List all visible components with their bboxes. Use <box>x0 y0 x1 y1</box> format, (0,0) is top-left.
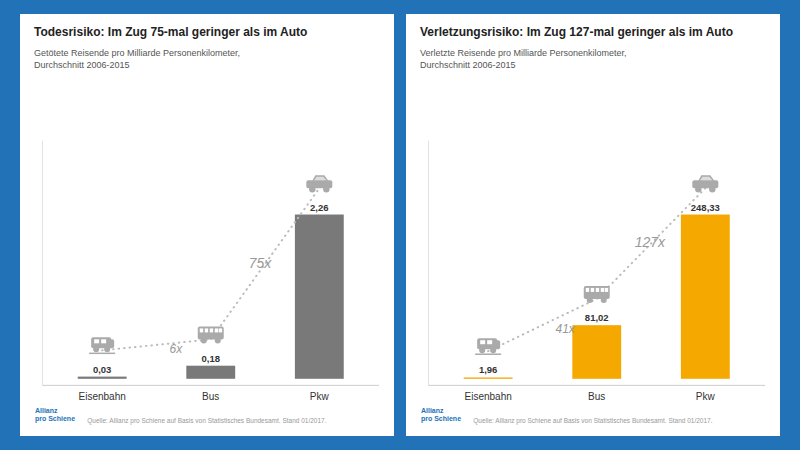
subtitle: Verletzte Reisende pro Milliarde Persone… <box>420 48 627 70</box>
x-axis-line <box>42 385 379 386</box>
icon-window <box>586 288 589 292</box>
icon-window <box>314 177 326 181</box>
x-axis-line <box>428 385 765 386</box>
panel: Todesrisiko: Im Zug 75-mal geringer als … <box>20 14 394 436</box>
icon-wheel <box>215 337 221 343</box>
icon-wheel <box>104 346 110 352</box>
vehicle-icon <box>584 286 610 303</box>
data-label: 2,26 <box>310 202 329 213</box>
connector-line <box>488 188 705 351</box>
icon-wheel <box>709 186 715 192</box>
category-label: Pkw <box>310 391 330 402</box>
subtitle: Getötete Reisende pro Milliarde Personen… <box>34 48 240 70</box>
icon-window <box>210 328 213 332</box>
title: Todesrisiko: Im Zug 75-mal geringer als … <box>34 25 307 39</box>
bars <box>78 215 344 379</box>
icon-window <box>700 177 712 181</box>
icon-window <box>596 288 599 292</box>
data-label: 248,33 <box>691 202 720 213</box>
connector-line <box>102 188 319 350</box>
bar <box>186 366 235 379</box>
ratio-annotation: 127x <box>635 234 666 250</box>
data-label: 1,96 <box>479 364 498 375</box>
text-line: Allianz <box>35 407 58 414</box>
category-label: Bus <box>588 391 605 402</box>
data-label: 0,18 <box>201 353 220 364</box>
icon-wheel <box>309 186 315 192</box>
icon-wheel <box>479 347 485 353</box>
panel-background <box>20 14 394 436</box>
data-label: 0,03 <box>93 364 112 375</box>
source: Quelle: Allianz pro Schiene auf Basis vo… <box>473 417 712 425</box>
bar <box>464 377 513 378</box>
category-label: Eisenbahn <box>79 391 126 402</box>
icon-body <box>584 286 610 299</box>
icon-window <box>487 340 492 344</box>
bar <box>681 215 730 379</box>
logo: Allianzpro Schiene <box>421 407 461 424</box>
bar <box>78 377 127 379</box>
background <box>0 0 800 450</box>
vehicle-icon <box>198 326 224 343</box>
icon-window <box>219 328 222 332</box>
panel-background <box>406 14 780 436</box>
ratio-annotation: 6x <box>169 342 183 356</box>
icon-window <box>601 288 604 292</box>
category-label: Eisenbahn <box>465 391 512 402</box>
panel: Verletzungsrisiko: Im Zug 127-mal gering… <box>406 14 780 436</box>
icon-window <box>591 288 594 292</box>
ratio-annotation: 41x <box>555 322 575 336</box>
icon-wheel <box>601 297 607 303</box>
text-line: pro Schiene <box>421 415 461 423</box>
vehicle-icon <box>306 175 332 192</box>
vehicle-icon <box>475 338 501 354</box>
bar <box>572 325 621 379</box>
icon-body <box>198 326 224 339</box>
logo: Allianzpro Schiene <box>35 407 75 424</box>
icon-roof <box>312 175 328 181</box>
icon-roof <box>698 175 714 181</box>
chart-root: Todesrisiko: Im Zug 75-mal geringer als … <box>0 0 800 450</box>
icon-window <box>480 340 485 344</box>
bar <box>295 215 344 379</box>
icon-wheel <box>587 297 593 303</box>
icon-wheel <box>490 347 496 353</box>
data-label: 81,02 <box>585 312 609 323</box>
icon-wheel <box>201 337 207 343</box>
y-axis-line <box>42 141 43 386</box>
category-label: Pkw <box>696 391 716 402</box>
ratio-annotation: 75x <box>249 255 273 271</box>
icon-wheel <box>323 186 329 192</box>
icon-wheel <box>695 186 701 192</box>
text-line: Allianz <box>421 407 444 414</box>
icon-window <box>101 339 106 343</box>
text-line: Getötete Reisende pro Milliarde Personen… <box>34 48 240 58</box>
icon-window <box>94 339 99 343</box>
text-line: Durchschnitt 2006-2015 <box>420 60 516 70</box>
source: Quelle: Allianz pro Schiene auf Basis vo… <box>87 417 326 425</box>
text-line: pro Schiene <box>35 415 75 423</box>
y-axis-line <box>428 141 429 386</box>
icon-rail <box>89 353 115 355</box>
category-label: Bus <box>202 391 219 402</box>
icon-window <box>605 288 608 292</box>
icon-window <box>205 328 208 332</box>
icon-window <box>200 328 203 332</box>
bars <box>464 215 730 379</box>
text-line: Verletzte Reisende pro Milliarde Persone… <box>420 48 627 58</box>
vehicle-icon <box>89 337 115 353</box>
text-line: Durchschnitt 2006-2015 <box>34 60 130 70</box>
title: Verletzungsrisiko: Im Zug 127-mal gering… <box>420 25 733 39</box>
icon-rail <box>475 353 501 355</box>
vehicle-icon <box>692 175 718 192</box>
icon-window <box>215 328 218 332</box>
icon-wheel <box>93 346 99 352</box>
